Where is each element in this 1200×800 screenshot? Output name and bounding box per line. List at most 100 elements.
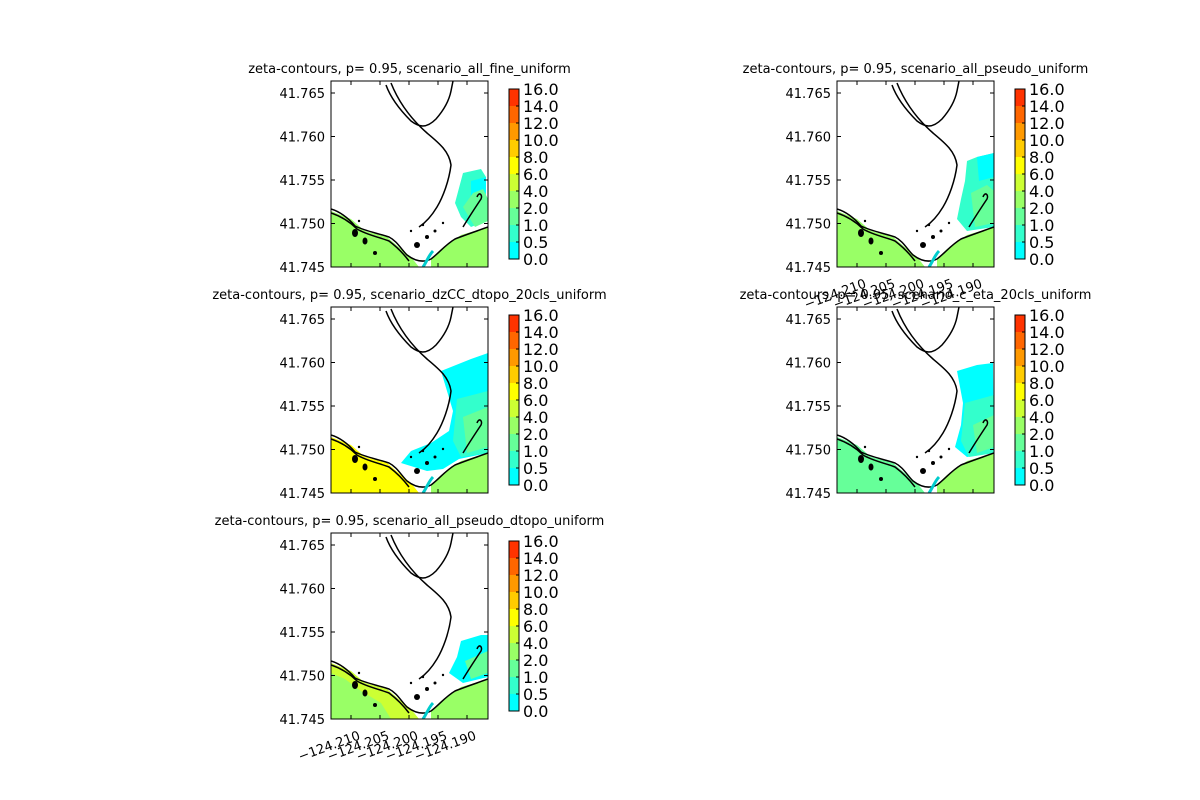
colorbar-segment — [509, 468, 519, 485]
coastline-south — [331, 434, 488, 488]
colorbar-segment — [509, 242, 519, 259]
rock-mark — [357, 445, 361, 449]
colorbar-segment — [1015, 123, 1025, 140]
colorbar-label: 14.0 — [523, 97, 559, 116]
coastline-breakwater — [331, 664, 410, 714]
rock-mark — [425, 687, 429, 691]
colorbar-label: 2.0 — [523, 425, 548, 444]
colorbar-label: 16.0 — [1029, 80, 1065, 99]
inlet-field — [431, 227, 488, 267]
y-tick-label: 41.760 — [280, 131, 326, 146]
colorbar-label: 1.0 — [523, 668, 548, 687]
colorbar: 0.00.51.02.04.06.08.010.012.014.016.0 — [508, 80, 559, 269]
colorbar-segment — [509, 208, 519, 225]
creek-shoreline — [462, 645, 483, 680]
rock-mark — [357, 219, 361, 223]
panel-title: zeta-contours, p= 0.95, scenario_all_pse… — [743, 62, 1089, 77]
field-layer — [331, 307, 488, 493]
rock-mark — [858, 455, 864, 463]
inlet-field — [431, 453, 488, 493]
rock-mark — [441, 221, 445, 225]
river-mouth — [421, 701, 435, 719]
colorbar-label: 16.0 — [523, 80, 559, 99]
colorbar-label: 14.0 — [523, 323, 559, 342]
rock-mark — [352, 455, 358, 463]
creek-shoreline — [968, 419, 989, 454]
colorbar-segment — [509, 225, 519, 242]
colorbar: 0.00.51.02.04.06.08.010.012.014.016.0 — [508, 532, 559, 721]
rock-mark — [433, 229, 437, 233]
channel-field-high — [973, 415, 994, 453]
colorbar-segment — [509, 592, 519, 609]
colorbar-segment — [1015, 332, 1025, 349]
colorbar-label: 14.0 — [1029, 97, 1065, 116]
panel-2: zeta-contours, p= 0.95, scenario_all_pse… — [743, 62, 1089, 313]
colorbar-segment — [1015, 468, 1025, 485]
coastline-north — [385, 307, 454, 353]
colorbar-segment — [509, 541, 519, 558]
field-layer — [837, 81, 994, 267]
colorbar-label: 2.0 — [523, 651, 548, 670]
colorbar-label: 6.0 — [523, 391, 548, 410]
colorbar-segment — [1015, 366, 1025, 383]
y-tick-label: 41.765 — [786, 87, 832, 102]
colorbar-label: 1.0 — [523, 216, 548, 235]
colorbar-segment — [1015, 89, 1025, 106]
rock-mark — [425, 235, 429, 239]
panel-1: zeta-contours, p= 0.95, scenario_all_fin… — [248, 62, 571, 276]
colorbar-segment — [509, 349, 519, 366]
colorbar-segment — [1015, 174, 1025, 191]
river-mouth — [421, 475, 435, 493]
rock-mark — [927, 449, 931, 453]
rock-mark — [373, 477, 377, 481]
colorbar-segment — [1015, 315, 1025, 332]
coastline-breakwater — [331, 212, 410, 262]
rock-mark — [373, 251, 377, 255]
colorbar-label: 16.0 — [1029, 306, 1065, 325]
colorbar-segment — [509, 677, 519, 694]
rock-mark — [421, 449, 425, 453]
colorbar-label: 0.0 — [1029, 476, 1054, 495]
colorbar-segment — [509, 157, 519, 174]
colorbar-segment — [1015, 400, 1025, 417]
colorbar-label: 4.0 — [523, 634, 548, 653]
rock-mark — [409, 455, 413, 459]
channel-shoreline — [896, 82, 958, 228]
colorbar-segment — [1015, 434, 1025, 451]
rock-mark — [879, 251, 883, 255]
inlet-field — [937, 453, 994, 493]
channel-shoreline — [896, 308, 958, 454]
rock-mark — [421, 223, 425, 227]
colorbar-segment — [509, 106, 519, 123]
y-tick-label: 41.760 — [786, 357, 832, 372]
rock-mark — [352, 229, 358, 237]
rock-mark — [879, 477, 883, 481]
panel-title: zeta-contours, p= 0.95, scenario_all_pse… — [215, 514, 605, 529]
colorbar-label: 0.5 — [523, 685, 548, 704]
rock-mark — [362, 689, 368, 697]
rock-mark — [863, 445, 867, 449]
coastline-south — [837, 208, 994, 262]
colorbar-label: 12.0 — [523, 340, 559, 359]
y-tick-label: 41.745 — [280, 261, 326, 276]
coastline-north — [891, 307, 960, 353]
colorbar-label: 2.0 — [1029, 199, 1054, 218]
colorbar-label: 6.0 — [1029, 391, 1054, 410]
panel-3: zeta-contours, p= 0.95, scenario_dzCC_dt… — [212, 288, 606, 502]
colorbar-label: 4.0 — [523, 182, 548, 201]
coastline-north — [891, 81, 960, 127]
channel-field-mid — [465, 651, 488, 679]
colorbar-label: 6.0 — [523, 165, 548, 184]
y-tick-label: 41.755 — [280, 626, 326, 641]
colorbar-segment — [1015, 157, 1025, 174]
y-tick-label: 41.745 — [786, 487, 832, 502]
channel-field-high — [463, 407, 488, 453]
coastline-north — [385, 533, 454, 579]
rock-mark — [433, 681, 437, 685]
rock-mark — [868, 463, 874, 471]
colorbar-label: 0.0 — [1029, 250, 1054, 269]
creek-shoreline — [462, 193, 483, 228]
coastline-north — [385, 81, 454, 127]
colorbar-segment — [509, 366, 519, 383]
rock-mark — [927, 223, 931, 227]
